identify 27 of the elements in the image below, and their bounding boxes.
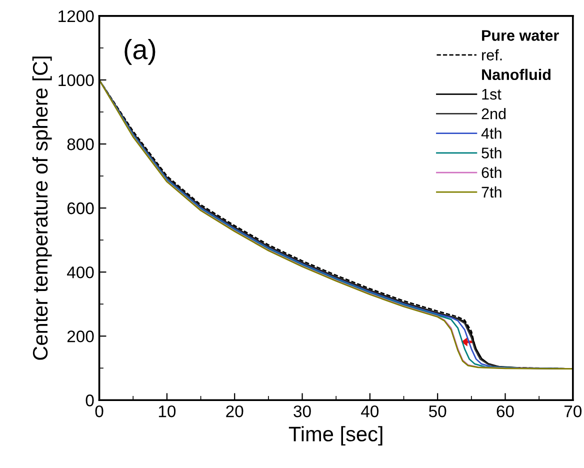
y-tick-label: 800 [67,138,94,150]
legend-label: 4th [481,128,502,139]
x-axis-title: Time [sec] [288,426,382,446]
annotation: Pure water [482,30,559,41]
legend-label: ref. [482,49,502,60]
x-tick-label: 20 [226,405,244,418]
x-tick-label: 60 [496,405,514,418]
x-tick-label: 70 [564,405,582,418]
legend-label: 6th [482,166,502,178]
x-tick-label: 10 [158,405,176,418]
y-tick-label: 600 [67,202,94,214]
annotation: Nanofluid [482,68,550,80]
legend-label: 2nd [482,108,506,120]
y-axis-title: Center temperature of sphere [C] [32,56,52,360]
y-tick-label: 200 [67,330,94,342]
y-tick-label: 400 [66,266,94,278]
x-tick-label: 0 [95,405,104,418]
legend-label: 5th [482,147,502,158]
y-tick-label: 1200 [58,10,94,22]
annotation: (a) [124,38,156,65]
x-tick-label: 40 [361,405,379,418]
y-tick-label: 1000 [58,74,94,86]
legend-label: 7th [482,186,502,198]
legend-label: 1st [482,88,502,100]
y-tick-label: 0 [86,394,94,406]
x-tick-label: 30 [294,405,311,418]
x-tick-label: 50 [428,405,446,418]
